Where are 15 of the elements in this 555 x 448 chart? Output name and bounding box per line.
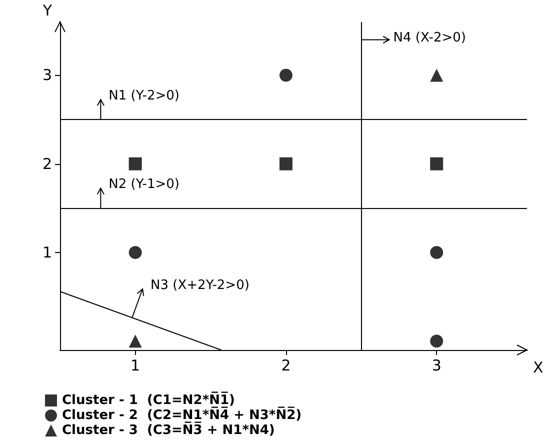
x-tick-label: 1 bbox=[130, 356, 140, 374]
y-axis-title: Y bbox=[42, 2, 53, 20]
y-tick-label: 2 bbox=[42, 154, 52, 173]
legend-label: Cluster - 1 (C1=N2*N̅1̅) bbox=[62, 392, 235, 408]
x-axis-title: X bbox=[533, 358, 544, 376]
x-tick-label: 3 bbox=[432, 356, 442, 374]
y-tick-label: 1 bbox=[42, 243, 52, 262]
annotation: N4 (X-2>0) bbox=[393, 30, 466, 46]
legend-label: Cluster - 2 (C2=N1*N̅4̅ + N3*N̅2̅) bbox=[62, 406, 302, 423]
annotation: N2 (Y-1>0) bbox=[108, 177, 180, 192]
x-tick-label: 2 bbox=[281, 356, 291, 374]
annotation: N1 (Y-2>0) bbox=[108, 88, 180, 104]
y-tick-label: 3 bbox=[42, 66, 52, 84]
annotation: N3 (X+2Y-2>0) bbox=[150, 278, 250, 293]
legend-label: Cluster - 3 (C3=N̅3̅ + N1*N4) bbox=[62, 422, 275, 438]
